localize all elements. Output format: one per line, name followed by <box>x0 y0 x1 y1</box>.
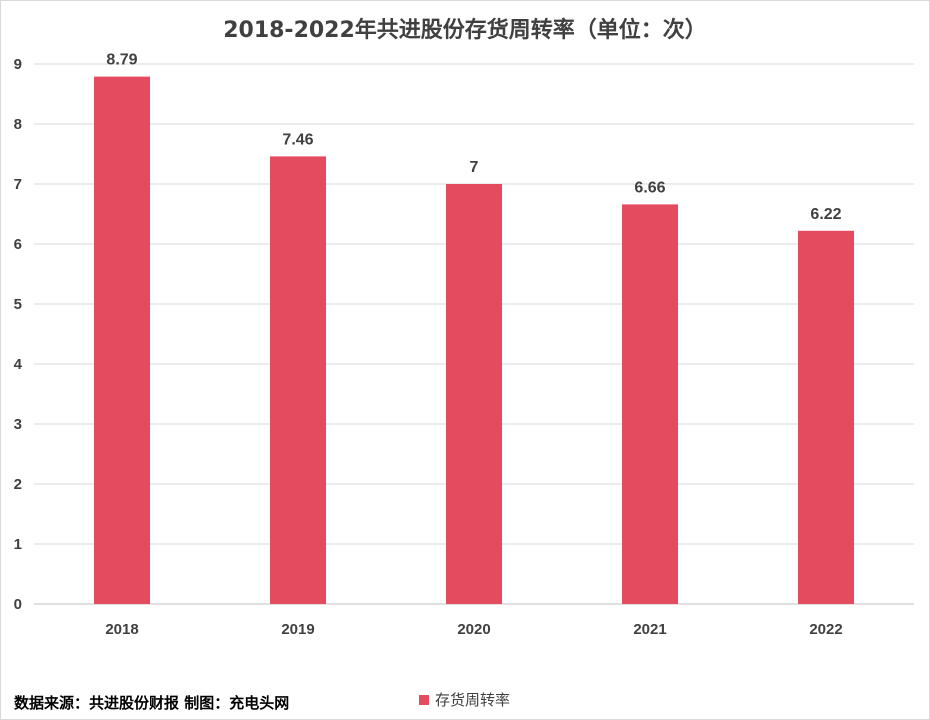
data-label: 6.22 <box>810 206 841 223</box>
chart-title: 2018-2022年共进股份存货周转率（单位：次） <box>223 18 707 43</box>
bar <box>94 76 150 605</box>
y-tick-label: 5 <box>14 296 22 313</box>
y-tick-label: 7 <box>14 176 22 193</box>
bar <box>798 230 854 605</box>
y-tick-label: 8 <box>14 116 22 133</box>
y-tick-label: 2 <box>14 476 22 493</box>
y-tick-label: 4 <box>14 356 23 373</box>
legend: 存货周转率 <box>419 689 510 710</box>
y-tick-label: 9 <box>14 56 22 73</box>
bar <box>446 184 502 604</box>
data-label: 7.46 <box>282 131 313 148</box>
x-tick-label: 2022 <box>809 621 842 638</box>
y-tick-label: 3 <box>14 416 22 433</box>
x-tick-label: 2018 <box>105 621 138 638</box>
y-tick-label: 1 <box>14 536 22 553</box>
legend-label: 存货周转率 <box>435 691 511 709</box>
x-tick-label: 2021 <box>633 621 666 638</box>
x-tick-label: 2019 <box>281 621 314 638</box>
bar <box>270 156 326 604</box>
y-tick-label: 6 <box>14 236 22 253</box>
legend-swatch <box>419 694 429 705</box>
data-label: 6.66 <box>634 179 665 196</box>
y-tick-label: 0 <box>14 596 22 613</box>
x-tick-label: 2020 <box>457 621 490 638</box>
bar <box>622 204 678 604</box>
data-label: 7 <box>470 159 479 176</box>
source-note: 数据来源：共进股份财报 制图：充电头网 <box>14 694 290 712</box>
data-label: 8.79 <box>106 52 137 69</box>
